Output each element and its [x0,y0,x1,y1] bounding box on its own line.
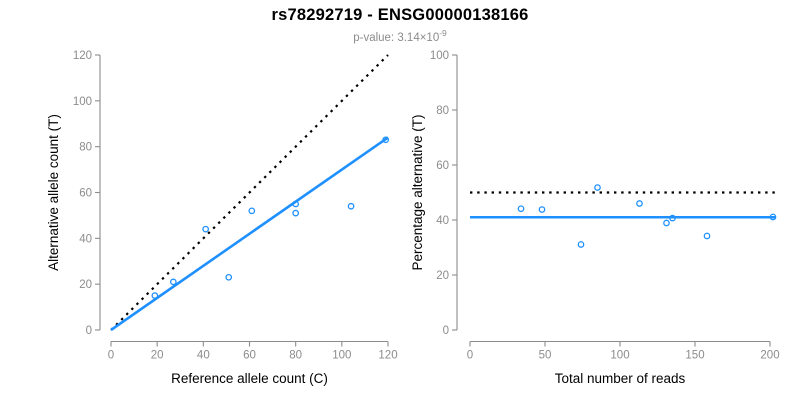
y-tick-label: 40 [436,215,449,227]
data-point [577,241,585,248]
data-point [248,207,256,215]
data-point [769,213,777,221]
identity-line [110,54,389,331]
y-tick-label: 80 [436,105,449,117]
regression-line [110,136,389,332]
x-tick-label: 20 [151,350,164,362]
data-point [292,209,300,217]
y-tick-label: 120 [73,50,92,62]
y-tick-label: 20 [79,279,92,291]
x-tick-label: 0 [108,350,114,362]
x-axis-title: Total number of reads [555,371,686,386]
p-value-exponent: -9 [439,28,447,38]
data-point [703,232,711,240]
right-plot: 0 20 40 60 80 100 0 50 100 150 200 Total number of … [410,50,780,386]
y-axis-title: Percentage alternative (T) [410,114,425,270]
data-point [663,219,670,227]
y-tick-label: 100 [73,96,92,108]
plot-subtitle: p-value: 3.14×10-9 [0,28,800,44]
x-tick-label: 0 [467,350,473,362]
y-tick-label: 40 [79,233,92,245]
y-tick-label: 20 [436,270,449,282]
x-tick-label: 60 [243,350,256,362]
data-point [202,225,209,233]
x-tick-label: 80 [289,350,302,362]
data-point [517,205,525,213]
x-tick-label: 50 [539,350,552,362]
data-point [669,214,676,222]
data-point [347,202,355,210]
x-tick-label: 100 [610,350,629,362]
x-tick-label: 40 [197,350,210,362]
x-tick-label: 200 [760,350,779,362]
x-axis-title: Reference allele count (C) [171,371,328,386]
data-point [225,273,233,281]
p-value-text: p-value: 3.14×10 [353,31,440,44]
y-axis-title: Alternative allele count (T) [46,114,61,271]
x-tick-label: 100 [332,350,351,362]
x-tick-label: 150 [685,350,704,362]
left-plot: 0 20 40 60 80 100 120 0 20 40 60 80 100 120 Reference … [46,50,398,386]
data-point [538,206,546,213]
y-tick-label: 80 [79,142,92,154]
data-point [169,278,177,286]
data-point [594,184,601,191]
y-tick-label: 0 [443,325,449,337]
x-tick-label: 120 [378,350,397,362]
y-tick-label: 0 [86,325,92,337]
data-point [636,200,643,207]
data-point [292,200,300,208]
data-point [151,292,159,299]
y-tick-label: 100 [430,50,449,62]
plot-title: rs78292719 - ENSG00000138166 [271,6,529,24]
y-tick-label: 60 [79,188,92,200]
data-point [382,136,390,144]
y-tick-label: 60 [436,160,449,172]
